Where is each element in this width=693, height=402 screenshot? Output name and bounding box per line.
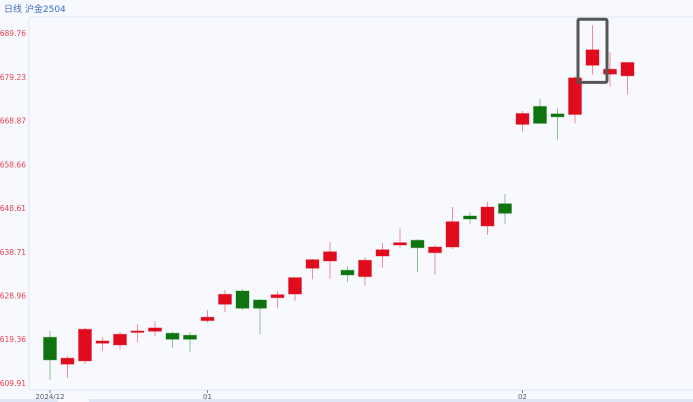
candle-body <box>428 246 442 254</box>
candle <box>165 331 180 348</box>
candle-body <box>78 328 92 362</box>
candle <box>95 337 110 351</box>
candle-body <box>323 251 337 262</box>
candle <box>393 228 407 248</box>
candle <box>463 212 477 224</box>
y-tick-label: 609.91 <box>0 379 26 388</box>
y-tick-label: 689.76 <box>0 29 26 38</box>
candle-body <box>165 332 180 340</box>
candle-body <box>585 49 600 66</box>
candle <box>218 289 232 312</box>
candle-body <box>253 299 267 309</box>
candle <box>43 330 57 380</box>
horizontal-scrollbar[interactable] <box>0 399 693 402</box>
candle-body <box>60 357 75 365</box>
candle-body <box>620 61 635 77</box>
candle-body <box>463 215 477 220</box>
candle-body <box>498 203 512 214</box>
candle <box>60 355 75 378</box>
highlight-rectangle <box>576 17 609 84</box>
y-tick-label: 679.23 <box>0 73 26 82</box>
y-tick-label: 668.87 <box>0 117 26 126</box>
candle <box>200 309 215 323</box>
candle-body <box>305 259 320 269</box>
candle-body <box>603 68 617 75</box>
candle-body <box>200 316 215 322</box>
candle <box>113 331 127 349</box>
candle <box>568 75 582 124</box>
candle <box>445 207 460 250</box>
candle <box>323 241 337 279</box>
candle <box>533 99 547 124</box>
candle-body <box>288 277 302 295</box>
candle-body <box>340 269 355 276</box>
x-axis: 2024/12 01 02 <box>35 390 527 401</box>
candle <box>515 110 530 132</box>
y-tick-label: 619.36 <box>0 335 26 344</box>
candle <box>585 25 600 75</box>
chart-title: 日线 沪金2504 <box>4 5 66 15</box>
candle-body <box>113 333 127 346</box>
candle-body <box>183 334 197 340</box>
candle <box>375 242 390 268</box>
candle-body <box>550 113 565 118</box>
candle-body <box>358 259 372 278</box>
candle <box>148 320 162 336</box>
x-tick-label: 02 <box>518 393 527 401</box>
candle <box>130 323 145 342</box>
candles <box>43 25 635 380</box>
y-axis: 689.76 679.23 668.87 658.66 648.61 638.71 628.… <box>0 29 26 388</box>
scrollbar-thumb[interactable] <box>58 399 89 402</box>
x-tick-label: 2024/12 <box>35 393 64 401</box>
highlight-box <box>576 17 609 84</box>
candle-body <box>393 242 407 246</box>
candle <box>270 291 285 309</box>
candle-body <box>480 206 495 227</box>
plot-frame <box>28 16 693 391</box>
candle-body <box>568 77 582 115</box>
candle-body <box>130 330 145 333</box>
candle <box>340 266 355 282</box>
candle <box>358 257 372 286</box>
candle-body <box>270 294 285 299</box>
candle <box>305 259 320 280</box>
candle <box>480 202 495 235</box>
candle <box>620 61 635 95</box>
y-tick-label: 648.61 <box>0 204 26 213</box>
candle <box>78 327 92 364</box>
y-tick-label: 628.96 <box>0 292 26 301</box>
candle-body <box>218 293 232 305</box>
candle-body <box>43 336 57 361</box>
candle-body <box>410 239 425 249</box>
candle <box>498 193 512 224</box>
candle-body <box>235 290 250 309</box>
candle-body <box>445 221 460 248</box>
candle <box>410 238 425 273</box>
candle <box>550 108 565 140</box>
candle-body <box>95 340 110 344</box>
candle <box>603 52 617 87</box>
y-tick-label: 638.71 <box>0 248 26 257</box>
candle <box>253 299 267 335</box>
candle <box>183 331 197 352</box>
candle-body <box>533 105 547 124</box>
candle <box>235 289 250 310</box>
candle-body <box>148 327 162 332</box>
x-tick-label: 01 <box>203 393 212 401</box>
candle-body <box>515 112 530 125</box>
candle <box>428 244 442 275</box>
candle <box>288 277 302 301</box>
candle-body <box>375 249 390 257</box>
y-tick-label: 658.66 <box>0 160 26 169</box>
